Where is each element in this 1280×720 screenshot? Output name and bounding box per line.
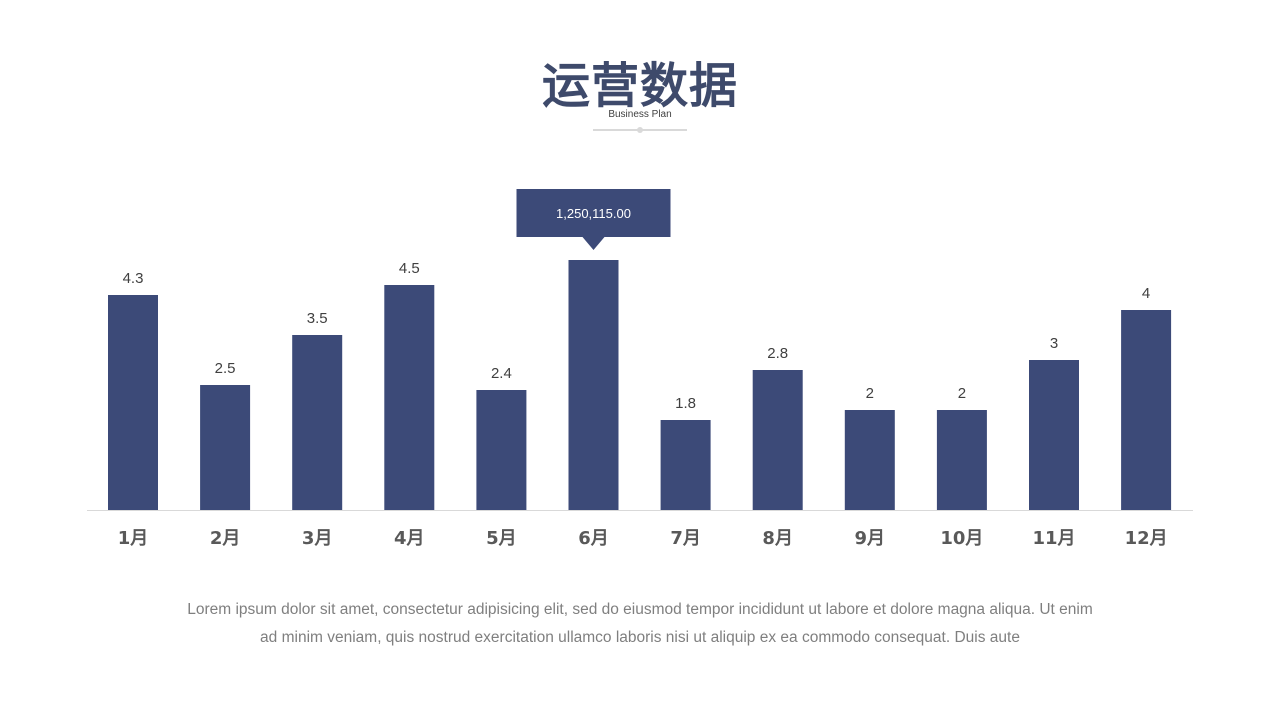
data-label: 2 (958, 385, 966, 402)
bar-chart: 4.3 1月 2.5 2月 3.5 3月 4.5 4月 2.4 5月 6月 1.8 7月 2.8 8月 2 9月… (87, 189, 1193, 549)
callout-text: 1,250,115.00 (556, 206, 631, 221)
bar (1121, 310, 1172, 510)
bar (844, 410, 895, 510)
data-label: 2 (866, 385, 874, 402)
caption-line-2: ad minim veniam, quis nostrud exercitati… (260, 629, 1020, 646)
data-label: 4 (1142, 285, 1150, 302)
caption-line-1: Lorem ipsum dolor sit amet, consectetur … (187, 601, 1093, 618)
x-tick-label: 5月 (486, 528, 517, 549)
bar (936, 410, 987, 510)
bar (660, 420, 711, 510)
bar (476, 390, 527, 510)
x-tick-label: 11月 (1032, 528, 1075, 549)
data-label: 3 (1050, 335, 1058, 352)
x-tick-label: 3月 (302, 528, 333, 549)
x-tick-label: 9月 (855, 528, 886, 549)
data-label: 3.5 (307, 310, 328, 327)
data-label: 1.8 (675, 395, 696, 412)
x-tick-label: 1月 (118, 528, 149, 549)
bar (292, 335, 343, 510)
data-label: 4.5 (399, 260, 420, 277)
title-divider-dot (637, 127, 643, 133)
bar (200, 385, 251, 510)
page-title: 运营数据 (541, 58, 738, 114)
callout-pointer (582, 237, 605, 250)
bar (752, 370, 803, 510)
bar (108, 295, 158, 510)
data-label: 2.8 (767, 345, 788, 362)
data-label: 2.4 (491, 365, 512, 382)
x-tick-label: 2月 (210, 528, 241, 549)
page-subtitle: Business Plan (608, 109, 672, 120)
callout-box (516, 189, 671, 237)
x-tick-label: 12月 (1125, 528, 1168, 549)
x-tick-label: 10月 (940, 528, 983, 549)
bar (1029, 360, 1079, 510)
x-tick-label: 4月 (394, 528, 425, 549)
data-label: 4.3 (123, 270, 144, 287)
bar (568, 260, 619, 510)
x-tick-label: 7月 (670, 528, 701, 549)
x-tick-label: 8月 (762, 528, 793, 549)
caption-text: Lorem ipsum dolor sit amet, consectetur … (160, 596, 1120, 652)
x-tick-label: 6月 (578, 528, 609, 549)
bar (384, 285, 435, 510)
data-label: 2.5 (215, 360, 236, 377)
